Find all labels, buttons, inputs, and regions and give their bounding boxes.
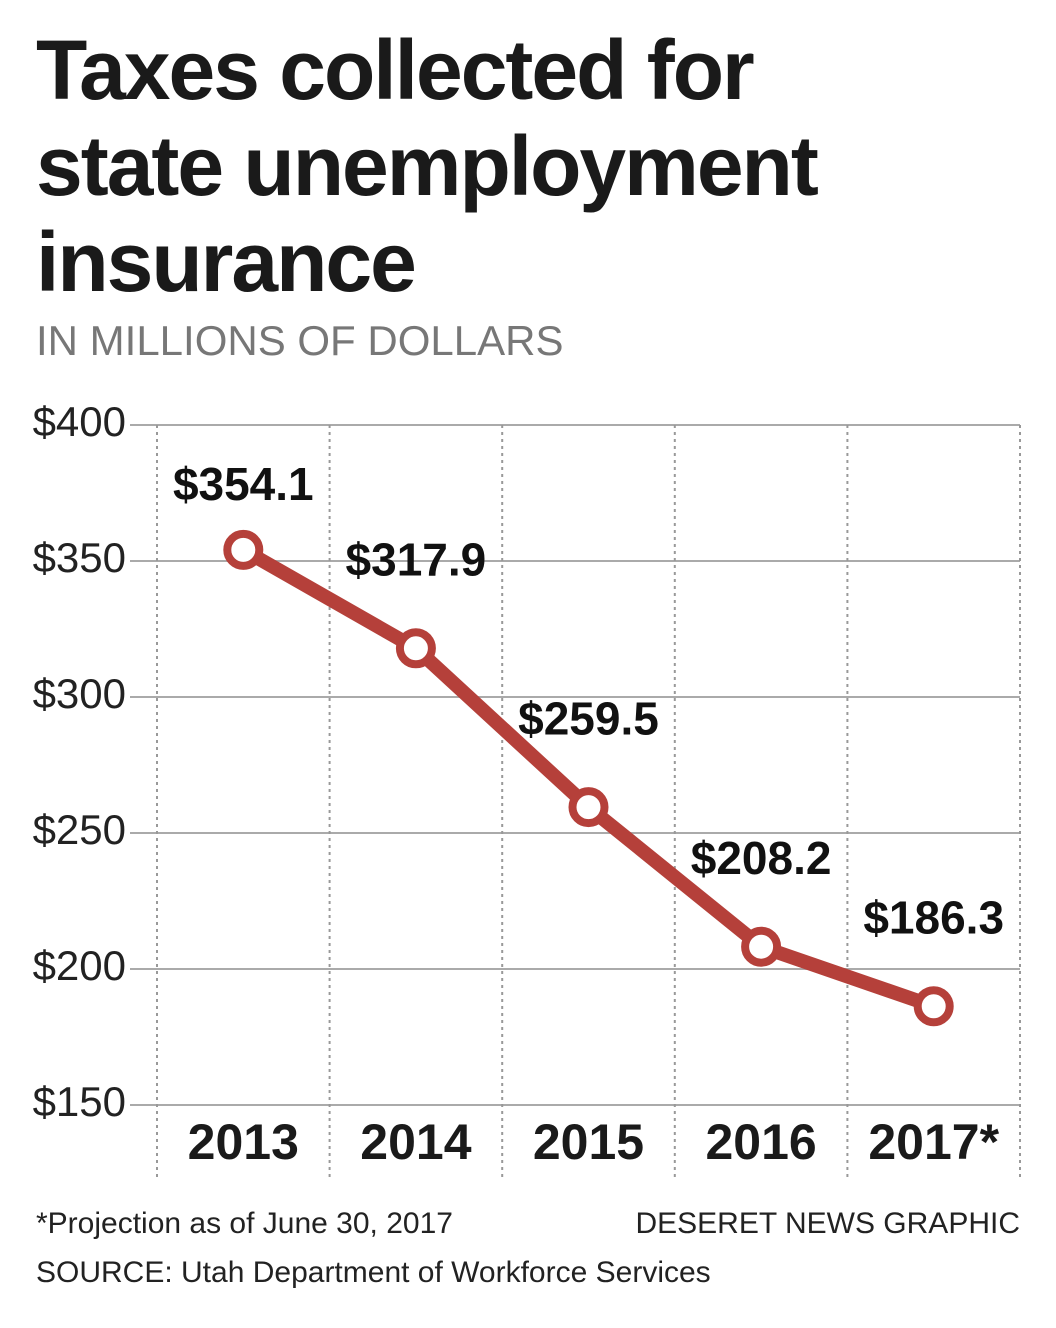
point <box>568 787 609 828</box>
footnote: *Projection as of June 30, 2017 <box>36 1207 453 1240</box>
y-tick-label: $150 <box>33 1078 126 1125</box>
value-label: $354.1 <box>173 458 314 510</box>
y-tick-label: $250 <box>33 806 126 853</box>
source: SOURCE: Utah Department of Workforce Ser… <box>36 1256 711 1289</box>
chart-subtitle: IN MILLIONS OF DOLLARS <box>36 317 563 364</box>
x-tick-label: 2013 <box>188 1114 299 1170</box>
point <box>223 529 264 570</box>
y-tick-label: $300 <box>33 670 126 717</box>
y-tick-label: $400 <box>33 398 126 445</box>
x-tick-label: 2016 <box>705 1114 816 1170</box>
value-label: $317.9 <box>346 533 487 585</box>
y-tick-label: $200 <box>33 942 126 989</box>
credit: DESERET NEWS GRAPHIC <box>635 1207 1020 1240</box>
point <box>741 926 782 967</box>
point <box>913 986 954 1027</box>
line <box>239 543 936 1013</box>
x-tick-label: 2014 <box>360 1114 471 1170</box>
y-tick-label: $350 <box>33 534 126 581</box>
point <box>395 628 436 669</box>
value-label: $208.2 <box>691 832 832 884</box>
value-label: $186.3 <box>863 891 1004 943</box>
chart-title: Taxes collected for state unemployment i… <box>36 23 819 309</box>
x-tick-label: 2015 <box>533 1114 644 1170</box>
x-tick-label: 2017* <box>868 1114 999 1170</box>
value-label: $259.5 <box>518 692 659 744</box>
